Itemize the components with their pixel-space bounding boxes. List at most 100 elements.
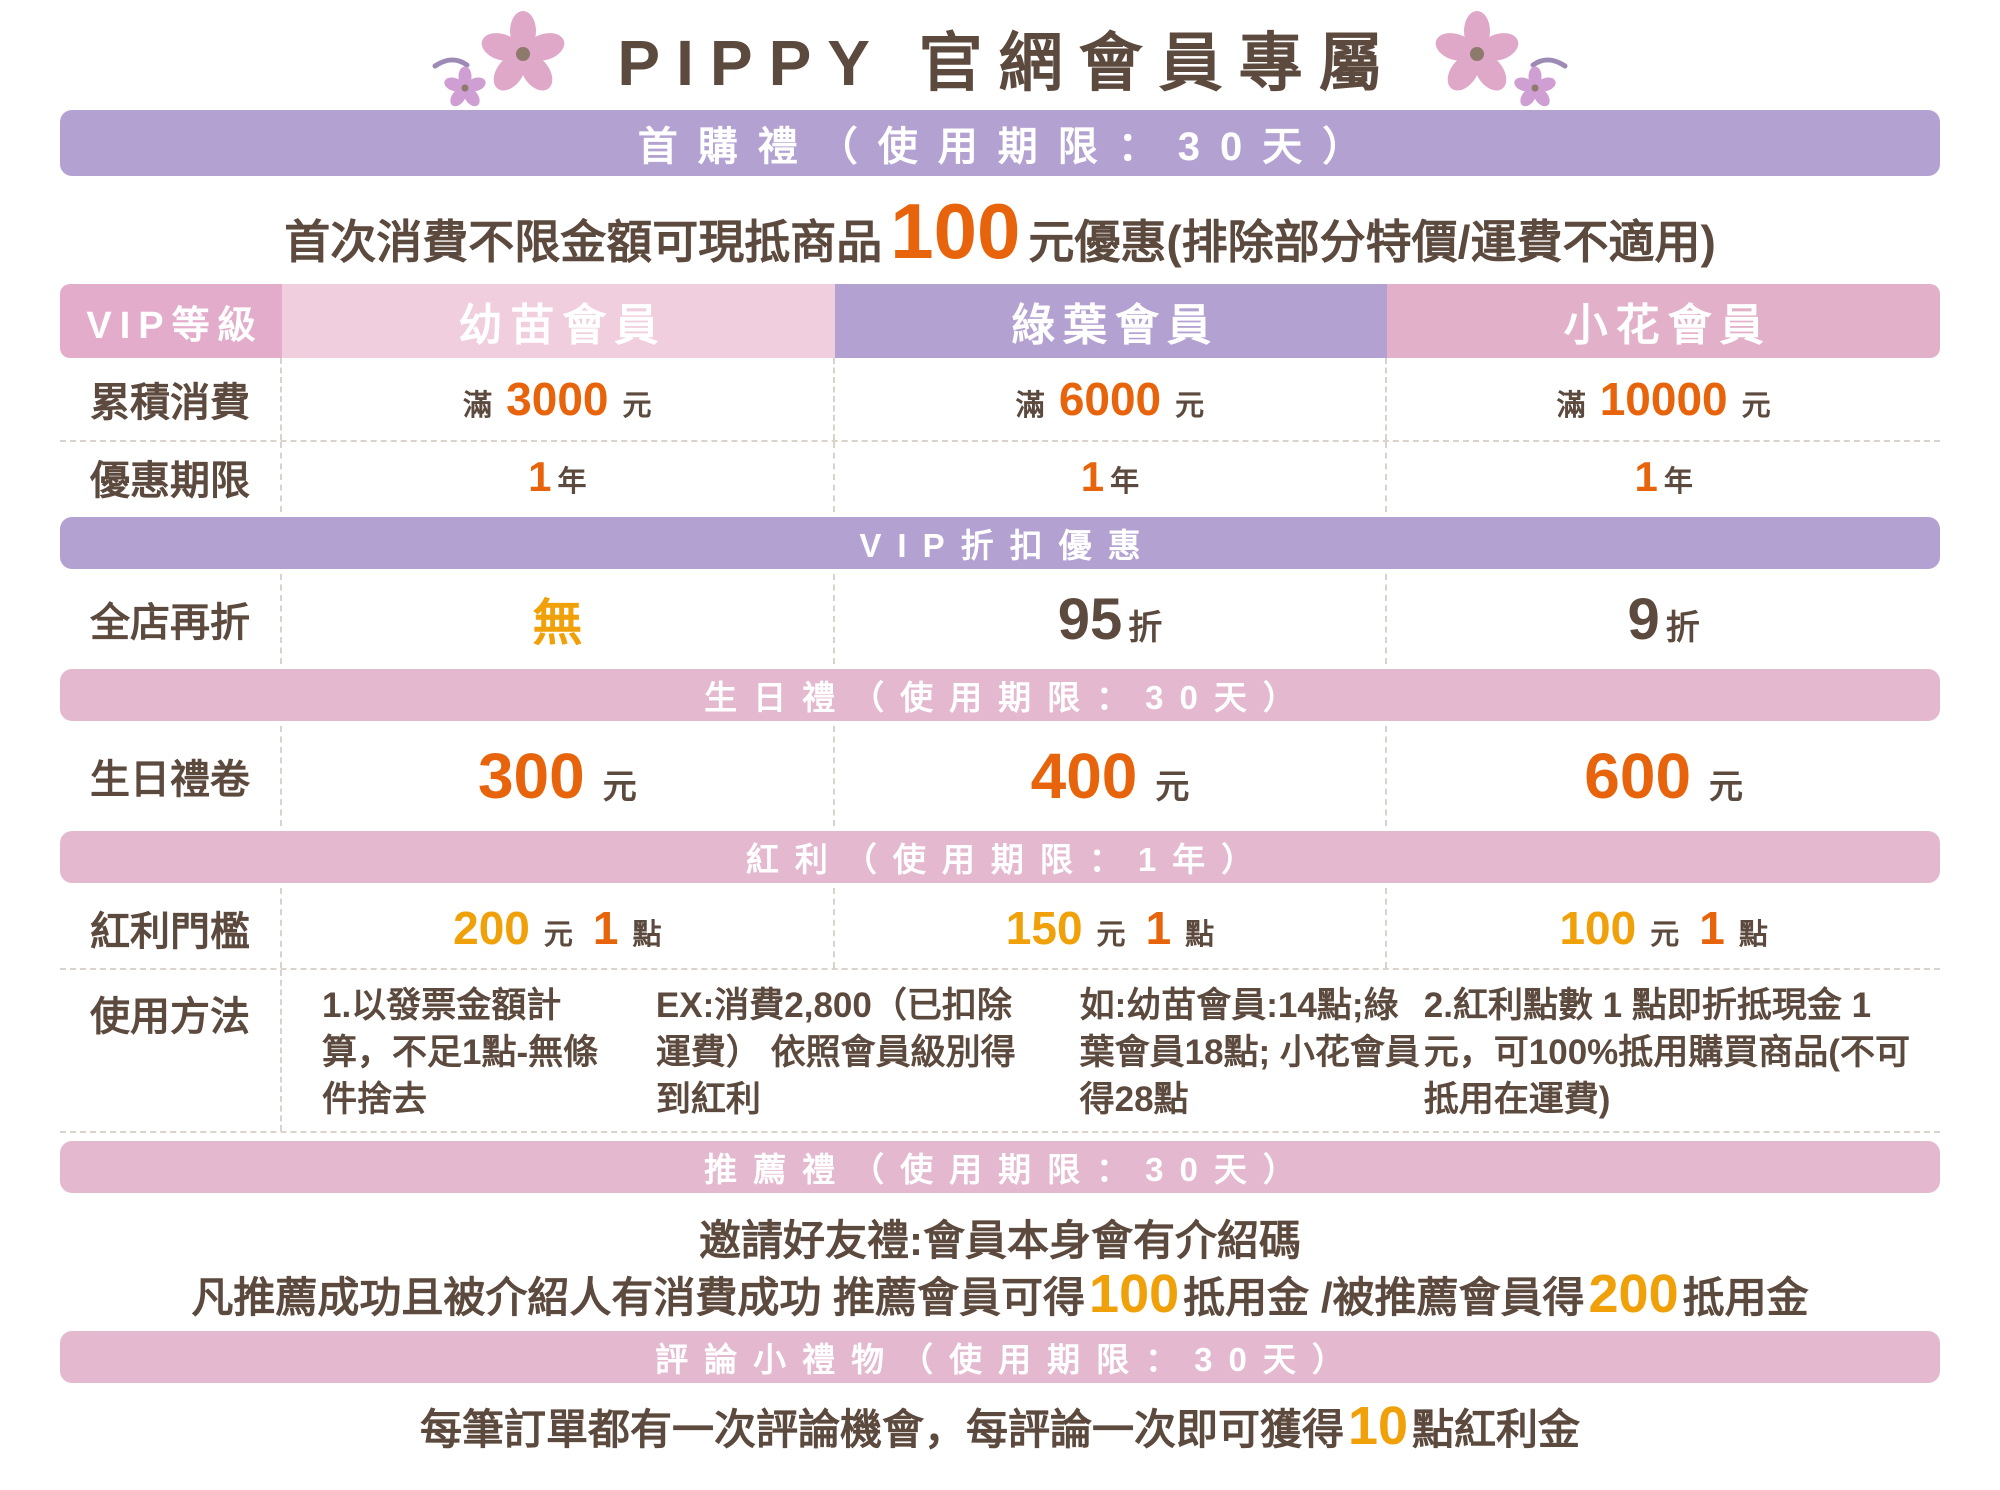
usage-method-row: 使用方法 1.以發票金額計算，不足1點-無條件捨去 EX:消費2,800（已扣除… (60, 970, 1940, 1133)
threshold-points: 1 (1699, 902, 1725, 954)
referral-detail-line: 凡推薦成功且被介紹人有消費成功 推薦會員可得 100 抵用金 /被推薦會員得 2… (60, 1263, 1940, 1324)
birthday-voucher-label: 生日禮卷 (60, 726, 282, 826)
voucher-value: 600 (1584, 740, 1692, 812)
header-vip-level: VIP等級 (60, 284, 282, 358)
validity-period-row: 優惠期限 1 年 1 年 1 年 (60, 442, 1940, 512)
first-purchase-description: 首次消費不限金額可現抵商品 100 元優惠(排除部分特價/運費不適用) (60, 186, 1940, 275)
threshold-points-unit: 點 (632, 919, 662, 951)
usage-line-2: EX:消費2,800（已扣除運費） 依照會員級別得到紅利 (655, 986, 1016, 1119)
usage-line-3: 如:幼苗會員:14點;綠葉會員18點; 小花會員得28點 (1079, 986, 1420, 1119)
discount-unit: 折 (1665, 608, 1700, 647)
validity-unit: 年 (1663, 466, 1693, 498)
threshold-amount: 100 (1559, 902, 1637, 954)
rebate-threshold-label: 紅利門檻 (60, 888, 282, 968)
page-header: PIPPY 官網會員專屬 (60, 11, 1940, 107)
vip-discount-banner: VIP折扣優惠 (60, 517, 1940, 569)
validity-unit: 年 (557, 466, 587, 498)
discount-value: 9 (1627, 586, 1660, 652)
header-tier-little-flower: 小花會員 (1387, 284, 1940, 358)
accumulated-spend-label: 累積消費 (60, 358, 282, 440)
accumulated-spend-row: 累積消費 滿 3000 元 滿 6000 元 滿 10000 元 (60, 358, 1940, 442)
threshold-points: 1 (1145, 902, 1172, 954)
store-discount-tier3: 9 折 (1387, 574, 1940, 664)
voucher-value: 300 (477, 740, 585, 812)
page-title: PIPPY 官網會員專屬 (617, 27, 1399, 99)
validity-tier1: 1 年 (282, 442, 835, 512)
validity-unit: 年 (1110, 466, 1140, 498)
threshold-amount: 200 (453, 902, 530, 954)
threshold-amount-unit: 元 (543, 919, 573, 951)
spend-value: 6000 (1058, 373, 1162, 425)
validity-value: 1 (1634, 453, 1658, 500)
birthday-voucher-row: 生日禮卷 300 元 400 元 600 元 (60, 726, 1940, 826)
review-text-before: 每筆訂單都有一次評論機會，每評論一次即可獲得 (419, 1406, 1344, 1453)
header-tier-seedling: 幼苗會員 (282, 284, 835, 358)
voucher-unit: 元 (602, 768, 637, 806)
store-discount-tier2: 95 折 (835, 574, 1388, 664)
header-tier-green-leaf: 綠葉會員 (834, 284, 1388, 358)
spend-prefix: 滿 (463, 390, 493, 422)
threshold-amount: 150 (1005, 902, 1083, 954)
referral-text-before: 凡推薦成功且被介紹人有消費成功 推薦會員可得 (191, 1274, 1086, 1321)
validity-value: 1 (528, 453, 552, 500)
referral-amount-1: 100 (1089, 1264, 1180, 1324)
accumulated-spend-tier1: 滿 3000 元 (282, 358, 835, 440)
referral-invite-line: 邀請好友禮:會員本身會有介紹碼 (699, 1217, 1301, 1264)
voucher-unit: 元 (1709, 768, 1744, 806)
discount-value: 無 (532, 595, 583, 651)
voucher-value: 400 (1030, 740, 1138, 812)
discount-unit: 折 (1128, 608, 1163, 647)
birthday-voucher-tier2: 400 元 (835, 726, 1388, 826)
first-purchase-text-after: 元優惠(排除部分特價/運費不適用) (1028, 216, 1716, 268)
threshold-points-unit: 點 (1738, 919, 1768, 951)
validity-value: 1 (1080, 453, 1105, 500)
birthday-gift-banner: 生日禮（使用期限：30天） (60, 669, 1940, 721)
review-gift-banner: 評論小禮物（使用期限：30天） (60, 1331, 1940, 1383)
threshold-amount-unit: 元 (1650, 919, 1680, 951)
rebate-threshold-tier3: 100 元 1 點 (1387, 888, 1940, 968)
validity-tier3: 1 年 (1387, 442, 1940, 512)
voucher-unit: 元 (1155, 768, 1190, 806)
accumulated-spend-tier3: 滿 10000 元 (1387, 358, 1940, 440)
usage-line-1: 1.以發票金額計算，不足1點-無條件捨去 (322, 986, 599, 1119)
spend-value: 3000 (506, 373, 609, 425)
cherry-blossom-icon (432, 11, 565, 107)
spend-unit: 元 (1741, 390, 1771, 422)
usage-line-4: 2.紅利點數 1 點即折抵現金 1 元，可100%抵用購買商品(不可抵用在運費) (1423, 986, 1910, 1119)
birthday-voucher-tier3: 600 元 (1387, 726, 1940, 826)
store-discount-row: 全店再折 無 95 折 9 折 (60, 574, 1940, 664)
referral-amount-2: 200 (1588, 1264, 1679, 1324)
referral-gift-banner: 推薦禮（使用期限：30天） (60, 1141, 1940, 1193)
rebate-threshold-row: 紅利門檻 200 元 1 點 150 元 1 點 100 元 1 點 (60, 888, 1940, 970)
store-discount-tier1: 無 (282, 574, 835, 664)
cherry-blossom-icon (1435, 11, 1568, 107)
threshold-points: 1 (592, 902, 619, 954)
threshold-points-unit: 點 (1185, 919, 1215, 951)
usage-method-label: 使用方法 (60, 970, 282, 1131)
referral-text-after: 抵用金 (1682, 1274, 1809, 1321)
first-purchase-text-before: 首次消費不限金額可現抵商品 (284, 216, 883, 268)
first-purchase-banner: 首購禮（使用期限：30天） (60, 110, 1940, 176)
spend-unit: 元 (622, 390, 652, 422)
validity-tier2: 1 年 (835, 442, 1388, 512)
store-discount-label: 全店再折 (60, 574, 282, 664)
accumulated-spend-tier2: 滿 6000 元 (835, 358, 1388, 440)
review-points: 10 (1347, 1396, 1409, 1456)
review-text-after: 點紅利金 (1412, 1406, 1581, 1453)
review-reward-line: 每筆訂單都有一次評論機會，每評論一次即可獲得 10 點紅利金 (60, 1395, 1940, 1456)
tier-header-row: VIP等級 幼苗會員 綠葉會員 小花會員 (60, 284, 1940, 358)
spend-prefix: 滿 (1015, 390, 1045, 422)
spend-value: 10000 (1599, 373, 1728, 425)
rebate-banner: 紅利（使用期限：1年） (60, 831, 1940, 883)
threshold-amount-unit: 元 (1096, 919, 1126, 951)
spend-unit: 元 (1175, 390, 1205, 422)
spend-prefix: 滿 (1556, 390, 1586, 422)
rebate-threshold-tier2: 150 元 1 點 (835, 888, 1388, 968)
birthday-voucher-tier1: 300 元 (282, 726, 835, 826)
referral-text-middle: 抵用金 /被推薦會員得 (1183, 1274, 1585, 1321)
usage-method-content: 1.以發票金額計算，不足1點-無條件捨去 EX:消費2,800（已扣除運費） 依… (282, 970, 1940, 1131)
discount-value: 95 (1057, 586, 1123, 652)
validity-period-label: 優惠期限 (60, 442, 282, 512)
rebate-threshold-tier1: 200 元 1 點 (282, 888, 835, 968)
